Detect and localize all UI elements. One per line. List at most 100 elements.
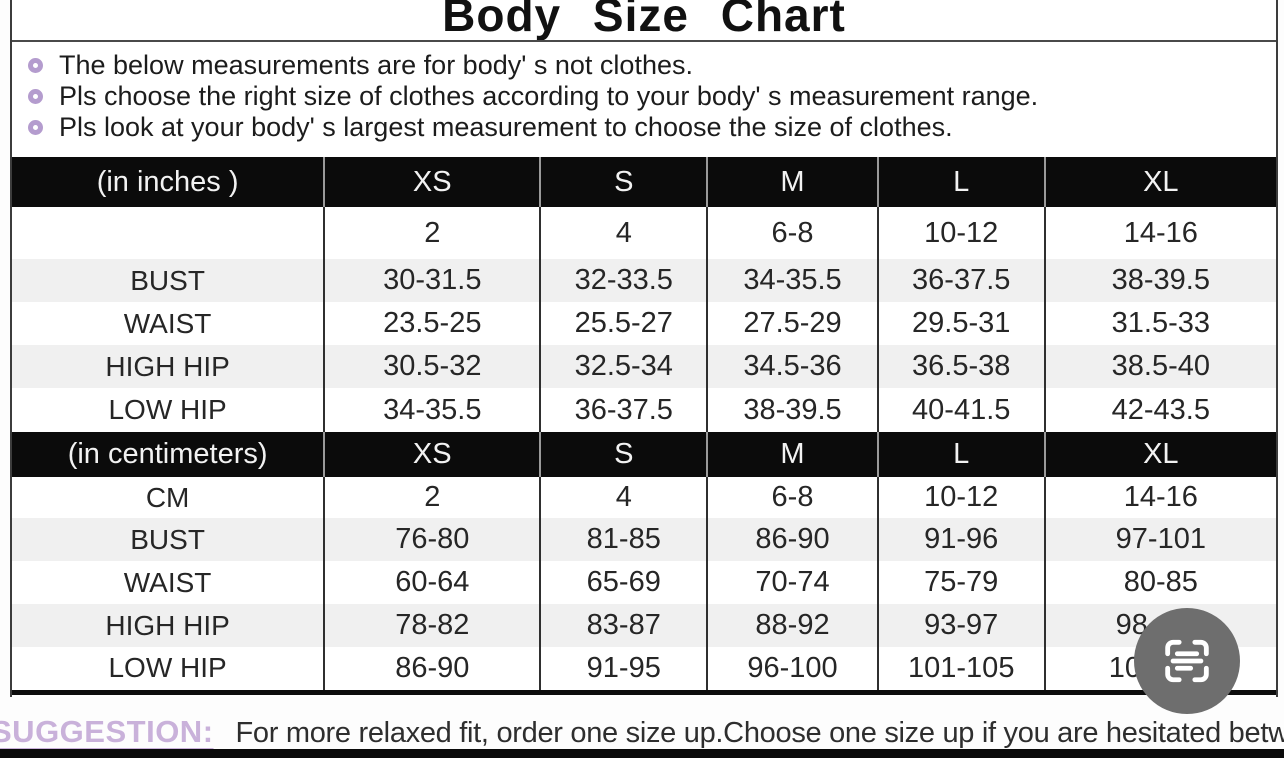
- table-row: WAIST 60-64 65-69 70-74 75-79 80-85: [12, 561, 1276, 604]
- table-row: BUST 30-31.5 32-33.5 34-35.5 36-37.5 38-39.5: [12, 259, 1276, 302]
- measurement-value: 65-69: [539, 561, 708, 604]
- table-row: LOW HIP 34-35.5 36-37.5 38-39.5 40-41.5 42-43…: [12, 388, 1276, 432]
- size-column-header: L: [876, 157, 1045, 207]
- size-column-header: XS: [323, 432, 541, 477]
- scan-text-icon: [1158, 632, 1216, 690]
- measurement-value: 2: [323, 207, 541, 259]
- note-item: Pls look at your body' s largest measure…: [28, 112, 1276, 143]
- measurement-value: 30.5-32: [323, 345, 541, 388]
- measurement-value: 23.5-25: [323, 302, 541, 345]
- note-item: Pls choose the right size of clothes acc…: [28, 81, 1276, 112]
- size-column-header: XS: [323, 157, 541, 207]
- measurement-label: HIGH HIP: [105, 350, 230, 382]
- size-chart-sheet: Body Size Chart The below measurements a…: [10, 0, 1278, 697]
- bullet-ring-icon: [28, 58, 43, 73]
- measurement-value: 36.5-38: [876, 345, 1045, 388]
- measurement-label: WAIST: [123, 307, 212, 339]
- measurement-value: 91-95: [539, 647, 708, 692]
- table-row: HIGH HIP 30.5-32 32.5-34 34.5-36 36.5-38 38.5…: [12, 345, 1276, 388]
- size-column-header: S: [539, 157, 708, 207]
- bottom-black-bar: [0, 749, 1284, 758]
- measurement-value: 80-85: [1043, 561, 1276, 604]
- measurement-value: 91-96: [876, 518, 1045, 561]
- measurement-label: BUST: [130, 523, 205, 555]
- size-column-header: L: [876, 432, 1045, 477]
- unit-label: (in inches ): [12, 157, 325, 207]
- measurement-label: BUST: [130, 264, 205, 296]
- measurement-label: CM: [145, 481, 190, 513]
- title-band: Body Size Chart: [12, 0, 1276, 42]
- measurement-label: WAIST: [123, 566, 212, 598]
- measurement-value: 4: [539, 477, 708, 518]
- measurement-value: 2: [323, 477, 541, 518]
- measurement-value: 81-85: [539, 518, 708, 561]
- measurement-value: 27.5-29: [706, 302, 878, 345]
- measurement-value: 38-39.5: [706, 388, 878, 432]
- measurement-value: 38-39.5: [1043, 259, 1276, 302]
- unit-label: (in centimeters): [12, 432, 325, 477]
- measurement-value: 36-37.5: [539, 388, 708, 432]
- measurement-value: 93-97: [876, 604, 1045, 647]
- suggestion-row: SUGGESTION: For more relaxed fit, order o…: [0, 714, 1284, 750]
- size-column-header: M: [706, 157, 878, 207]
- measurement-value: 70-74: [706, 561, 878, 604]
- measurement-value: 31.5-33: [1043, 302, 1276, 345]
- suggestion-label: SUGGESTION:: [0, 714, 214, 749]
- measurement-value: 32-33.5: [539, 259, 708, 302]
- measurement-value: 83-87: [539, 604, 708, 647]
- measurement-value: 36-37.5: [876, 259, 1045, 302]
- notes-list: The below measurements are for body' s n…: [12, 42, 1276, 143]
- note-item: The below measurements are for body' s n…: [28, 50, 1276, 81]
- measurement-value: 32.5-34: [539, 345, 708, 388]
- note-text: Pls choose the right size of clothes acc…: [59, 81, 1039, 111]
- measurement-value: 10-12: [876, 477, 1045, 518]
- measurement-label: LOW HIP: [108, 652, 227, 684]
- measurement-value: 6-8: [706, 207, 878, 259]
- measurement-label: HIGH HIP: [105, 609, 230, 641]
- measurement-value: 14-16: [1043, 207, 1276, 259]
- table-row: WAIST 23.5-25 25.5-27 27.5-29 29.5-31 31.5-33: [12, 302, 1276, 345]
- suggestion-text: For more relaxed fit, order one size up.…: [235, 717, 1284, 749]
- measurement-value: 42-43.5: [1043, 388, 1276, 432]
- measurement-value: 86-90: [706, 518, 878, 561]
- size-column-header: XL: [1043, 432, 1276, 477]
- page-title: Body Size Chart: [442, 0, 846, 41]
- measurement-value: 38.5-40: [1043, 345, 1276, 388]
- table-row: 2 4 6-8 10-12 14-16: [12, 207, 1276, 259]
- note-text: The below measurements are for body' s n…: [59, 50, 693, 80]
- size-table-header-row: (in inches ) XS S M L XL: [12, 157, 1276, 207]
- table-row: CM 2 4 6-8 10-12 14-16: [12, 477, 1276, 518]
- measurement-value: 30-31.5: [323, 259, 541, 302]
- measurement-value: 6-8: [706, 477, 878, 518]
- measurement-value: 29.5-31: [876, 302, 1045, 345]
- measurement-value: 25.5-27: [539, 302, 708, 345]
- measurement-value: 14-16: [1043, 477, 1276, 518]
- measurement-value: 34.5-36: [706, 345, 878, 388]
- measurement-value: 40-41.5: [876, 388, 1045, 432]
- measurement-value: 75-79: [876, 561, 1045, 604]
- size-column-header: M: [706, 432, 878, 477]
- note-text: Pls look at your body' s largest measure…: [59, 112, 953, 142]
- measurement-value: 60-64: [323, 561, 541, 604]
- size-table-inches: (in inches ) XS S M L XL 2 4 6-8 10-12 14-16 BUST 30…: [12, 157, 1276, 432]
- measurement-value: 78-82: [323, 604, 541, 647]
- measurement-value: 88-92: [706, 604, 878, 647]
- measurement-value: 76-80: [323, 518, 541, 561]
- size-table-centimeters: (in centimeters) XS S M L XL CM 2 4 6-8 10-12 14-16…: [12, 432, 1276, 695]
- size-column-header: S: [539, 432, 708, 477]
- bullet-ring-icon: [28, 89, 43, 104]
- measurement-value: 97-101: [1043, 518, 1276, 561]
- measurement-label: [12, 207, 324, 259]
- measurement-value: 34-35.5: [323, 388, 541, 432]
- measurement-value: 86-90: [323, 647, 541, 692]
- measurement-label: LOW HIP: [108, 394, 227, 425]
- measurement-value: 10-12: [876, 207, 1045, 259]
- measurement-value: 96-100: [706, 647, 878, 692]
- scan-text-button[interactable]: [1134, 608, 1240, 714]
- table-row: BUST 76-80 81-85 86-90 91-96 97-101: [12, 518, 1276, 561]
- size-column-header: XL: [1043, 157, 1276, 207]
- bullet-ring-icon: [28, 120, 43, 135]
- measurement-value: 101-105: [876, 647, 1045, 692]
